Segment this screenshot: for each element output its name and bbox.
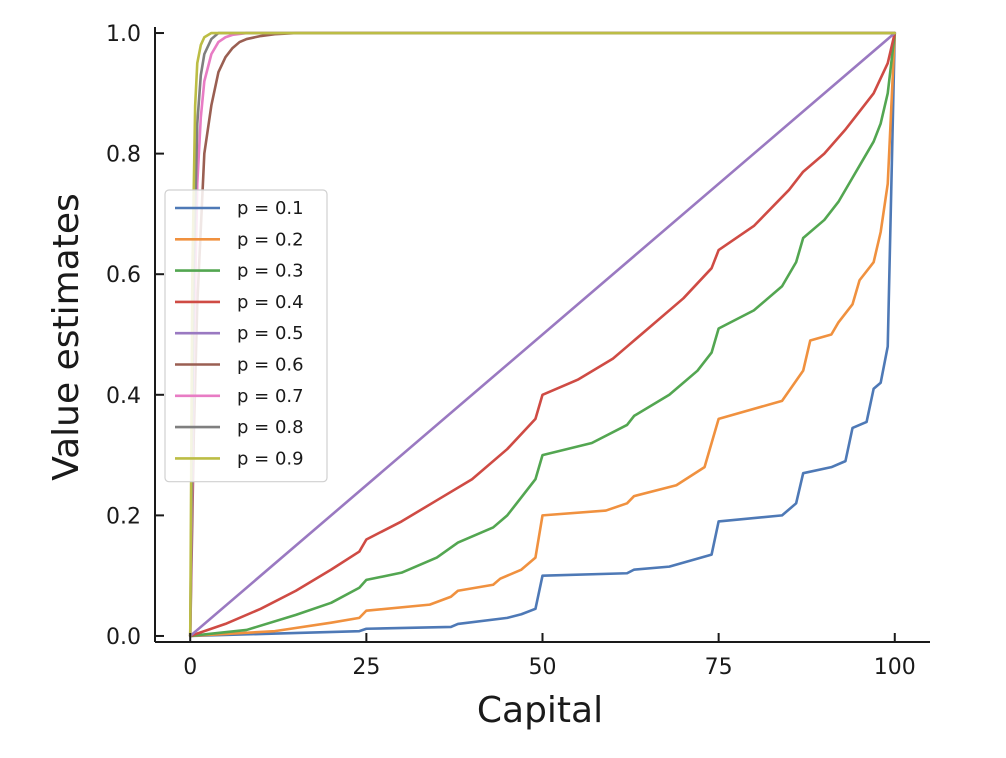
legend: p = 0.1 p = 0.2 p = 0.3 p = 0.4 p = 0.5 p = 0… [164, 189, 328, 483]
legend-label: p = 0.6 [237, 355, 304, 376]
y-tick-label: 0.8 [106, 143, 141, 168]
legend-label: p = 0.2 [237, 229, 304, 250]
series-line-3 [188, 31, 897, 638]
legend-label: p = 0.9 [237, 448, 304, 469]
y-axis-title: Value estimates [46, 193, 87, 480]
y-tick-label: 0.6 [106, 263, 141, 288]
tick-labels: 0 25 50 75 100 0.0 0.2 0.4 0.6 0.8 1.0 [106, 22, 916, 680]
x-axis-title: Capital [477, 690, 603, 731]
series-line-2 [188, 31, 897, 638]
legend-label: p = 0.5 [237, 323, 304, 344]
legend-label: p = 0.1 [237, 198, 304, 219]
legend-label: p = 0.7 [237, 386, 304, 407]
series-line-1 [188, 31, 897, 638]
legend-frame [164, 189, 328, 483]
x-tick-label: 25 [352, 655, 380, 680]
y-tick-label: 1.0 [106, 22, 141, 47]
y-tick-label: 0.4 [106, 384, 141, 409]
y-tick-label: 0.2 [106, 504, 141, 529]
legend-label: p = 0.8 [237, 417, 304, 438]
series-line-4 [188, 31, 897, 638]
x-tick-label: 75 [705, 655, 733, 680]
legend-label: p = 0.3 [237, 261, 304, 282]
x-tick-label: 100 [874, 655, 916, 680]
x-tick-label: 0 [183, 655, 197, 680]
legend-label: p = 0.4 [237, 292, 304, 313]
x-tick-label: 50 [529, 655, 557, 680]
axes [154, 27, 930, 643]
y-tick-label: 0.0 [106, 625, 141, 650]
series-line-5 [188, 31, 897, 638]
